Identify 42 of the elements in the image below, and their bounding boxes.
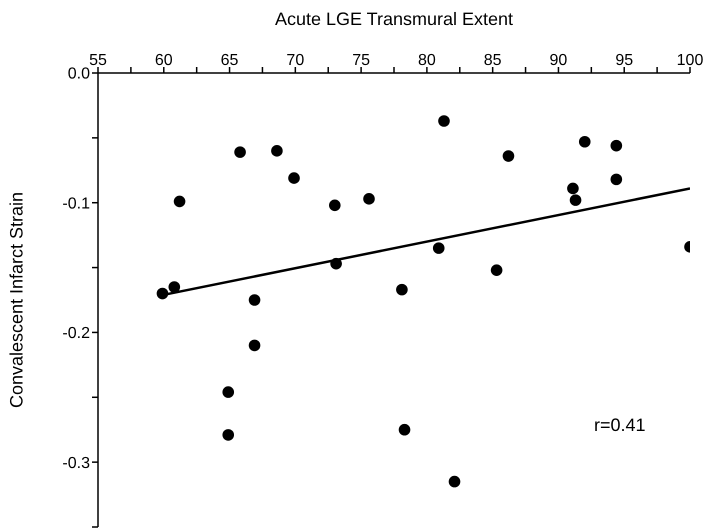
y-axis-title: Convalescent Infarct Strain <box>6 192 26 408</box>
point <box>248 294 260 306</box>
y-tick-label: -0.1 <box>62 195 90 212</box>
point <box>567 182 579 194</box>
point <box>432 242 445 254</box>
x-tick-label: 65 <box>220 52 239 69</box>
point <box>330 258 342 270</box>
point <box>271 145 283 157</box>
point <box>502 150 514 162</box>
x-tick-label: 60 <box>154 52 173 69</box>
y-tick-label: 0.0 <box>68 66 90 83</box>
point <box>329 200 341 212</box>
x-tick-label: 70 <box>286 52 304 69</box>
point <box>288 172 300 184</box>
point <box>234 146 246 158</box>
point <box>610 140 622 152</box>
x-tick-label: 85 <box>484 52 502 69</box>
point <box>174 196 186 208</box>
point <box>168 281 180 293</box>
point <box>248 340 260 352</box>
x-tick-label: 55 <box>89 52 107 69</box>
point <box>222 429 234 441</box>
point <box>396 284 408 296</box>
point <box>578 136 591 148</box>
point <box>570 194 582 206</box>
point <box>490 264 502 276</box>
point <box>156 288 168 300</box>
point <box>610 174 622 186</box>
x-tick-label: 75 <box>352 52 370 69</box>
point <box>438 115 450 127</box>
x-tick-label: 80 <box>418 52 436 69</box>
point <box>398 424 410 436</box>
point <box>363 193 375 205</box>
y-tick-label: -0.3 <box>62 454 90 472</box>
point <box>222 386 234 398</box>
annotation: r=0.41 <box>594 415 646 436</box>
x-tick-label: 95 <box>615 52 634 69</box>
x-tick-label: 100 <box>676 52 704 69</box>
x-axis-title: Acute LGE Transmural Extent <box>274 8 514 29</box>
x-tick-label: 90 <box>550 52 568 69</box>
point <box>448 476 460 488</box>
y-tick-label: -0.2 <box>62 325 90 342</box>
